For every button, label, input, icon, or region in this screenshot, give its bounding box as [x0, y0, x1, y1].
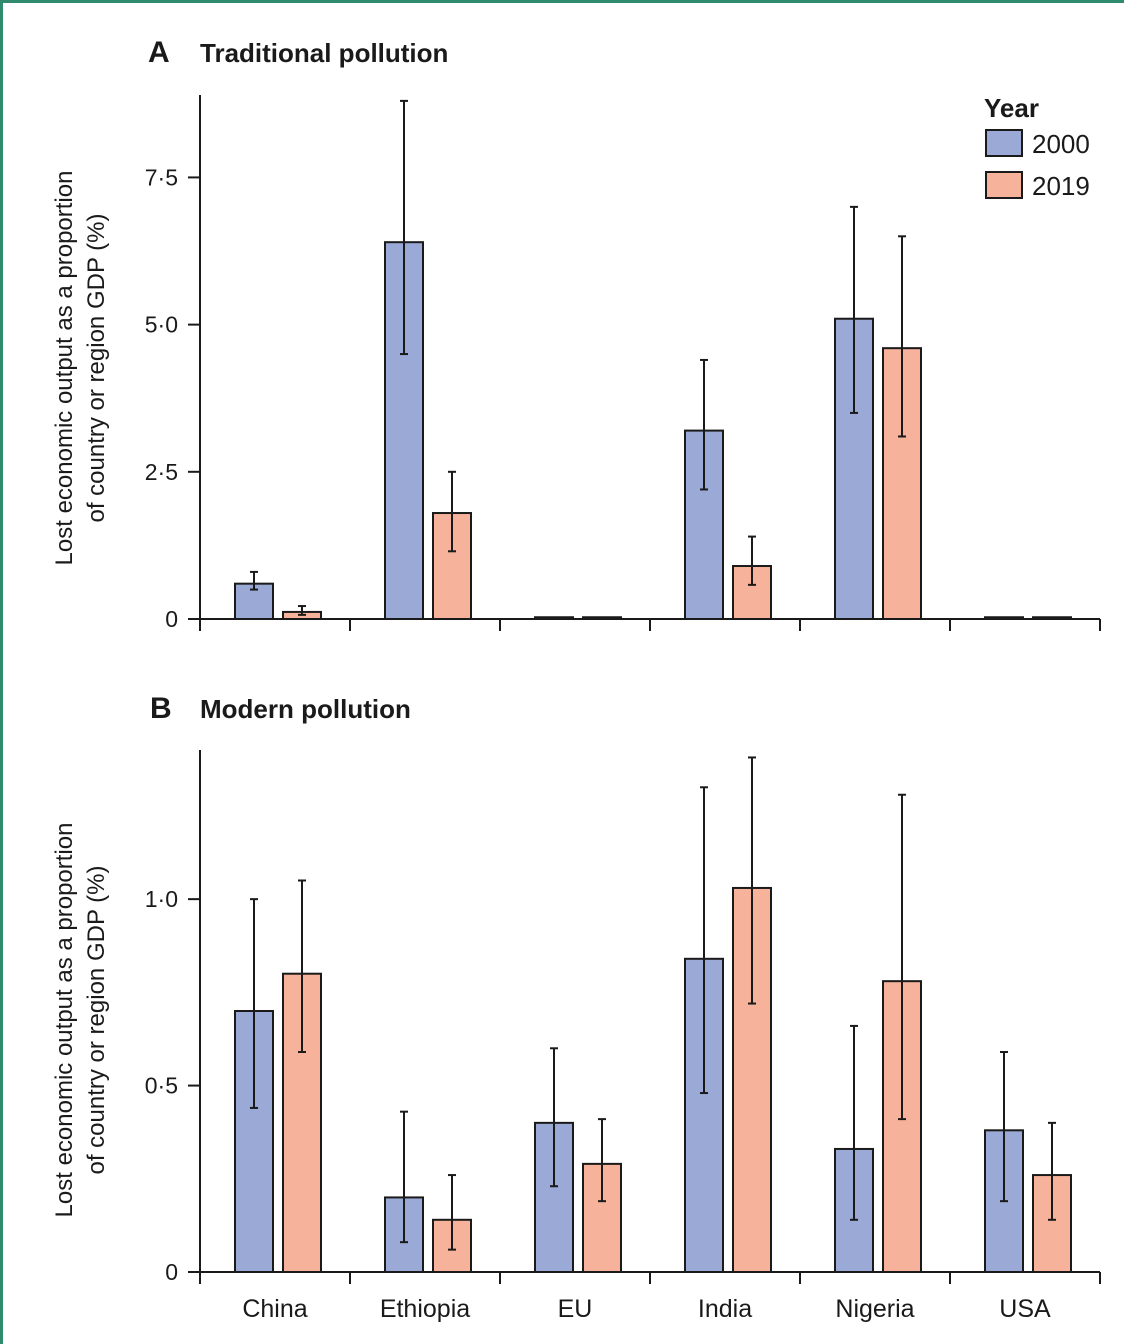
category-label-india: India [698, 1295, 752, 1323]
panel-a-y-tick-label: 7·5 [145, 164, 178, 190]
panel-a-y-tick-label: 2·5 [145, 459, 178, 485]
panel-a-bar-eu-2000 [534, 616, 574, 620]
category-axis-labels: China Ethiopia EU India Nigeria USA [242, 1295, 1051, 1323]
panel-a-bar-usa-2019 [1032, 616, 1072, 620]
panel-a-y-tick-label: 5·0 [145, 312, 178, 338]
panel-a-bar-eu-2019 [582, 616, 622, 620]
category-label-china: China [242, 1295, 307, 1323]
panel-b-ylabel: Lost economic output as a proportion of … [51, 823, 110, 1218]
category-label-usa: USA [999, 1295, 1051, 1323]
panel-b-title: Modern pollution [200, 694, 411, 724]
panel-b-bar-usa-2019 [1032, 1174, 1072, 1273]
panel-a-ylabel-line1: Lost economic output as a proportion [51, 171, 78, 566]
panel-b-y-tick-label: 0 [165, 1259, 178, 1285]
panel-b-y-tick-label: 0·5 [145, 1073, 178, 1099]
panel-b-y-tick-label: 1·0 [145, 886, 178, 912]
panel-a-bar-usa-2000 [984, 616, 1024, 620]
panel-a-letter: A [148, 36, 170, 69]
legend-swatch-2000 [985, 129, 1023, 157]
panel-b-letter: B [150, 692, 172, 725]
category-label-nigeria: Nigeria [835, 1295, 914, 1323]
legend-label-2000: 2000 [1032, 129, 1090, 159]
category-label-ethiopia: Ethiopia [380, 1295, 470, 1323]
panel-a-plot: 0 2·5 5·0 7·5 [145, 95, 1101, 632]
panel-a-ylabel-line2: of country or region GDP (%) [83, 213, 110, 522]
legend-swatch-2019 [985, 171, 1023, 199]
panel-a-ylabel: Lost economic output as a proportion of … [51, 171, 110, 566]
panel-b-plot: 0 0·5 1·0 [145, 750, 1101, 1285]
panel-a-title: Traditional pollution [200, 38, 448, 68]
legend-label-2019: 2019 [1032, 171, 1090, 201]
category-label-eu: EU [558, 1295, 593, 1323]
legend-title: Year [984, 93, 1039, 123]
legend: Year 2000 2019 [984, 93, 1090, 201]
panel-b-ylabel-line2: of country or region GDP (%) [83, 865, 110, 1174]
panel-b-ylabel-line1: Lost economic output as a proportion [51, 823, 78, 1218]
panel-a-y-tick-label: 0 [165, 606, 178, 632]
